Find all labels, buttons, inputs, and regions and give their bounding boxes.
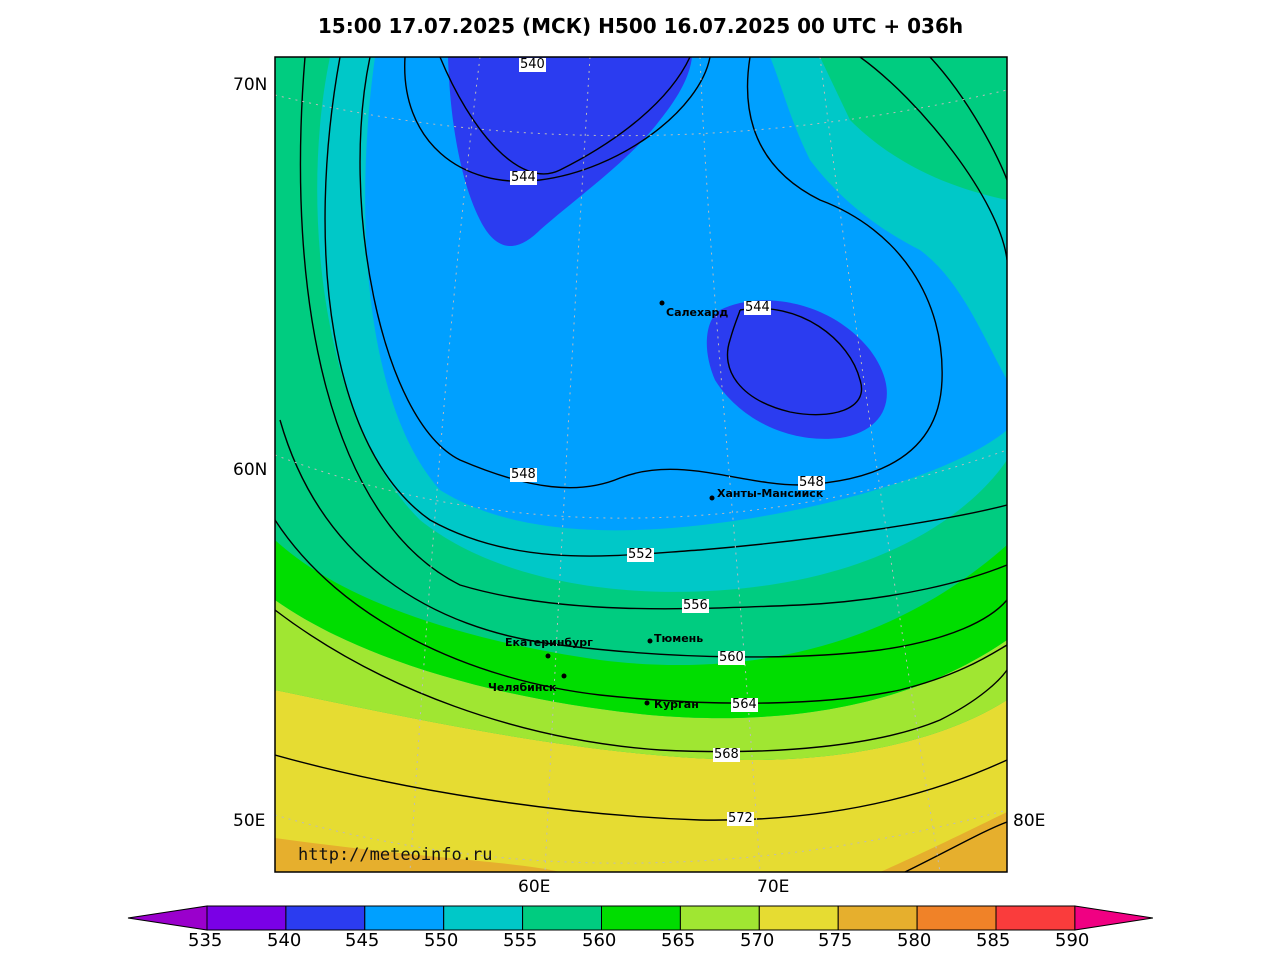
city-label-tyumen: Тюмень: [654, 632, 704, 645]
city-markers: [545, 300, 715, 706]
band-565: [275, 540, 1007, 719]
colorbar-label: 565: [661, 930, 696, 951]
colorbar-segment: [601, 905, 681, 931]
watermark: http://meteoinfo.ru: [298, 845, 493, 865]
band-545-east: [706, 300, 887, 439]
city-dot-salekhard: [659, 300, 665, 306]
lon-label-70e: 70E: [757, 877, 790, 897]
city-dot-kurgan: [644, 700, 650, 706]
colorbar: [127, 905, 1153, 931]
city-label-chelyabinsk: Челябинск: [488, 681, 557, 694]
contour-548: [359, 57, 943, 489]
contour-552: [324, 57, 1007, 557]
contour-label: 560: [718, 650, 745, 665]
contour-label: 548: [798, 475, 825, 490]
colorbar-label: 560: [582, 930, 617, 951]
contour-564: [275, 519, 1007, 704]
colorbar-segment: [758, 905, 839, 931]
colorbar-extend-low: [127, 905, 208, 931]
lon-label-60e: 60E: [518, 877, 551, 897]
contour-label: 572: [727, 811, 754, 826]
colorbar-label: 535: [188, 930, 223, 951]
colorbar-segment: [995, 905, 1076, 931]
colorbar-segment: [206, 905, 287, 931]
city-dot-tyumen: [647, 638, 653, 644]
band-560-ne: [900, 57, 1007, 190]
colorbar-extend-high: [1074, 905, 1153, 931]
band-580b: [880, 812, 1007, 872]
map-frame: [274, 56, 1008, 873]
colorbar-segment: [522, 905, 602, 931]
colorbar-segment: [443, 905, 524, 931]
contour-556: [299, 57, 1007, 610]
colorbar-label: 575: [818, 930, 853, 951]
contour-label: 540: [519, 57, 546, 72]
band-570: [275, 600, 1007, 760]
contour-572: [275, 754, 1007, 821]
city-dot-chelyabinsk: [561, 673, 567, 679]
colorbar-label: 585: [976, 930, 1011, 951]
colorbar-label: 590: [1055, 930, 1090, 951]
contour-label: 564: [731, 697, 758, 712]
contour-label: 544: [510, 170, 537, 185]
contour-540: [439, 57, 691, 175]
contour-label: 544: [744, 300, 771, 315]
map-title: 15:00 17.07.2025 (МСК) H500 16.07.2025 0…: [317, 14, 964, 38]
city-label-yekaterinburg: Екатеринбург: [505, 636, 593, 649]
contour-label: 568: [713, 747, 740, 762]
city-dot-yekaterinburg: [545, 653, 551, 659]
map-fill: [275, 57, 1007, 872]
colorbar-label: 550: [424, 930, 459, 951]
contour-544-east: [726, 307, 863, 416]
lat-label-70n: 70N: [233, 75, 268, 95]
band-545-north: [448, 57, 692, 247]
colorbar-segment: [364, 905, 445, 931]
colorbar-segment: [837, 905, 918, 931]
contour-label: 556: [682, 598, 709, 613]
colorbar-segment: [679, 905, 760, 931]
colorbar-label: 570: [740, 930, 775, 951]
lat-label-60n: 60N: [233, 460, 268, 480]
city-dot-khanty: [709, 495, 715, 501]
contour-556-ne: [929, 57, 1007, 181]
contour-576: [904, 821, 1007, 872]
colorbar-label: 555: [503, 930, 538, 951]
colorbar-label: 580: [897, 930, 932, 951]
contour-552-ne: [859, 57, 1007, 261]
band-580: [275, 838, 560, 872]
contour-560: [279, 419, 1007, 658]
contour-544-north: [404, 57, 711, 182]
colorbar-label: 540: [267, 930, 302, 951]
band-575: [275, 690, 1007, 872]
contour-label: 552: [627, 547, 654, 562]
lat-label-50e: 50E: [233, 811, 266, 831]
lon-label-80e: 80E: [1013, 811, 1046, 831]
colorbar-segment: [285, 905, 366, 931]
contour-label: 548: [510, 467, 537, 482]
graticule: [275, 57, 1007, 872]
colorbar-label: 545: [345, 930, 380, 951]
city-label-khanty-mansiysk: Ханты-Мансийск: [717, 487, 824, 500]
colorbar-segment: [916, 905, 997, 931]
contour-lines: [275, 57, 1007, 872]
city-label-salekhard: Салехард: [666, 306, 729, 319]
city-label-kurgan: Курган: [654, 698, 699, 711]
